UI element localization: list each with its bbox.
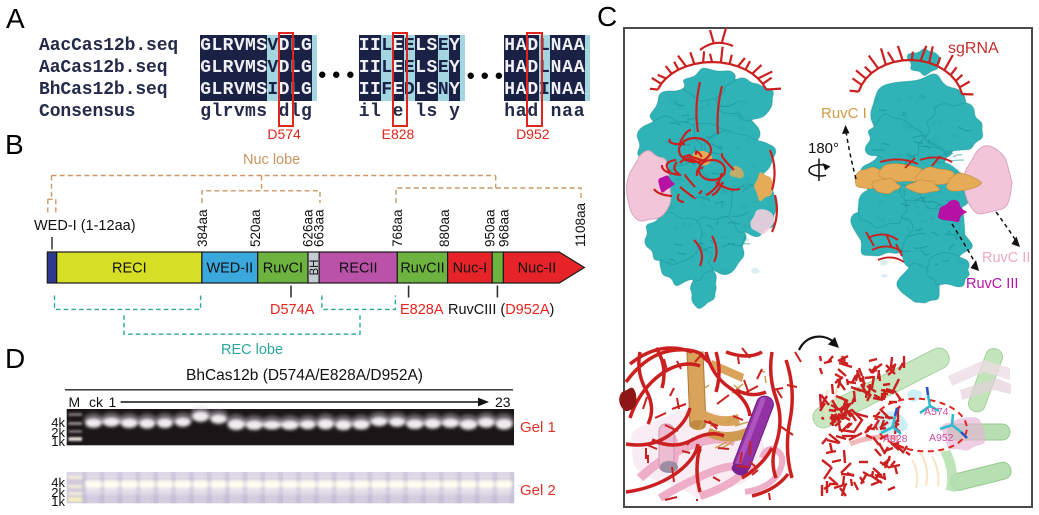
svg-text:BH: BH [309,260,321,276]
svg-text:RuvC II: RuvC II [982,250,1030,266]
svg-text:768aa: 768aa [390,209,405,247]
svg-text:RECII: RECII [339,261,378,277]
svg-text:WED-II: WED-II [206,261,253,277]
svg-text:RuvC III: RuvC III [966,276,1018,292]
svg-text:180°: 180° [808,140,839,157]
svg-text:520aa: 520aa [248,209,263,247]
svg-text:968aa: 968aa [496,209,511,247]
svg-text:Nuc-II: Nuc-II [518,261,557,277]
svg-text:626aa: 626aa [300,209,315,247]
svg-text:sgRNA: sgRNA [948,40,999,57]
svg-text:1108aa: 1108aa [573,202,588,247]
svg-text:RECI: RECI [112,261,147,277]
svg-text:880aa: 880aa [437,209,452,247]
svg-text:RuvCII: RuvCII [400,261,444,277]
svg-text:950aa: 950aa [482,209,497,247]
svg-text:A828: A828 [883,433,908,445]
svg-text:RuvCI: RuvCI [263,261,303,277]
svg-text:Nuc-I: Nuc-I [453,261,488,277]
svg-text:663aa: 663aa [311,209,326,247]
svg-text:RuvC I: RuvC I [821,105,867,122]
svg-text:A574: A574 [924,406,949,418]
svg-text:A952: A952 [929,432,954,444]
svg-text:384aa: 384aa [195,209,210,247]
